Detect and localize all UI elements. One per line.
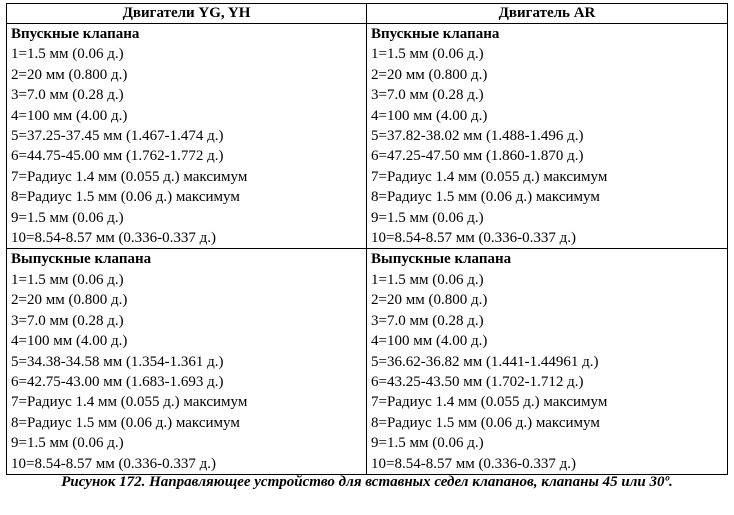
header-cell: Двигатели YG, YH [6,3,367,24]
spec-line: 7=Радиус 1.4 мм (0.055 д.) максимум [371,394,608,411]
spec-line: 9=1.5 мм (0.06 д.) [371,435,484,452]
spec-line: 1=1.5 мм (0.06 д.) [371,46,484,63]
header-row: Двигатели YG, YH Двигатель AR [6,3,728,24]
cell-title: Впускные клапана [371,26,500,42]
section-row: Впускные клапана 1=1.5 мм (0.06 д.) 2=20 м… [6,22,728,250]
spec-line: 3=7.0 мм (0.28 д.) [371,87,484,104]
spec-line: 6=43.25-43.50 мм (1.702-1.712 д.) [371,373,584,390]
cell: Выпускные клапана 1=1.5 мм (0.06 д.) 2=20 … [6,248,367,475]
cell: Выпускные клапана 1=1.5 мм (0.06 д.) 2=20 … [366,248,728,475]
spec-line: 10=8.54-8.57 мм (0.336-0.337 д.) [11,455,217,472]
spec-line: 10=8.54-8.57 мм (0.336-0.337 д.) [11,230,217,247]
spec-line: 2=20 мм (0.800 д.) [11,292,128,309]
spec-line: 8=Радиус 1.5 мм (0.06 д.) максимум [11,414,240,431]
caption: Рисунок 172. Направляющее устройство для… [61,474,673,490]
spec-line: 8=Радиус 1.5 мм (0.06 д.) максимум [371,189,600,206]
spec-line: 5=37.25-37.45 мм (1.467-1.474 д.) [11,128,224,145]
spec-line: 1=1.5 мм (0.06 д.) [371,271,484,288]
spec-table: Двигатели YG, YH Двигатель AR Впускные кла… [6,3,728,475]
spec-line: 9=1.5 мм (0.06 д.) [371,209,484,226]
spec-line: 8=Радиус 1.5 мм (0.06 д.) максимум [371,414,600,431]
spec-line: 4=100 мм (4.00 д.) [11,107,128,124]
spec-line: 6=47.25-47.50 мм (1.860-1.870 д.) [371,148,584,165]
cell-title: Выпускные клапана [371,251,512,268]
spec-line: 4=100 мм (4.00 д.) [371,333,488,350]
spec-line: 6=44.75-45.00 мм (1.762-1.772 д.) [11,148,224,165]
spec-line: 7=Радиус 1.4 мм (0.055 д.) максимум [11,394,248,411]
spec-line: 10=8.54-8.57 мм (0.336-0.337 д.) [371,455,577,472]
spec-line: 3=7.0 мм (0.28 д.) [371,312,484,329]
spec-line: 1=1.5 мм (0.06 д.) [11,46,124,63]
section-row: Выпускные клапана 1=1.5 мм (0.06 д.) 2=20 … [6,248,728,475]
cell: Впускные клапана 1=1.5 мм (0.06 д.) 2=20 м… [6,22,367,250]
spec-line: 6=42.75-43.00 мм (1.683-1.693 д.) [11,373,224,390]
cell: Впускные клапана 1=1.5 мм (0.06 д.) 2=20 м… [366,22,728,250]
cell-title: Впускные клапана [11,26,140,42]
spec-line: 3=7.0 мм (0.28 д.) [11,312,124,329]
spec-line: 8=Радиус 1.5 мм (0.06 д.) максимум [11,189,240,206]
spec-line: 2=20 мм (0.800 д.) [11,66,128,83]
spec-line: 7=Радиус 1.4 мм (0.055 д.) максимум [11,168,248,185]
spec-line: 4=100 мм (4.00 д.) [11,333,128,350]
spec-line: 2=20 мм (0.800 д.) [371,66,488,83]
spec-line: 5=37.82-38.02 мм (1.488-1.496 д.) [371,128,584,145]
spec-line: 10=8.54-8.57 мм (0.336-0.337 д.) [371,230,577,247]
spec-line: 2=20 мм (0.800 д.) [371,292,488,309]
spec-line: 9=1.5 мм (0.06 д.) [11,435,124,452]
spec-line: 7=Радиус 1.4 мм (0.055 д.) максимум [371,168,608,185]
spec-line: 9=1.5 мм (0.06 д.) [11,209,124,226]
spec-line: 5=34.38-34.58 мм (1.354-1.361 д.) [11,353,224,370]
spec-line: 1=1.5 мм (0.06 д.) [11,271,124,288]
cell-title: Выпускные клапана [11,251,152,268]
header-cell: Двигатель AR [366,3,728,24]
spec-line: 4=100 мм (4.00 д.) [371,107,488,124]
spec-line: 5=36.62-36.82 мм (1.441-1.44961 д.) [371,353,599,370]
spec-line: 3=7.0 мм (0.28 д.) [11,87,124,104]
table-body: Двигатели YG, YH Двигатель AR Впускные кла… [6,3,728,475]
